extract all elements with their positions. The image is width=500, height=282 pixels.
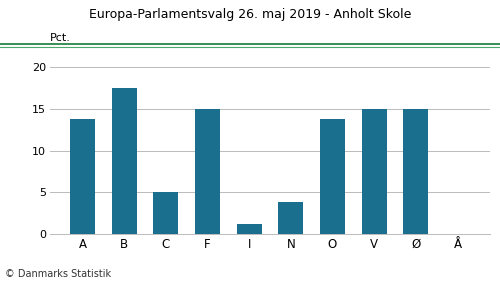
Text: © Danmarks Statistik: © Danmarks Statistik: [5, 269, 111, 279]
Bar: [404, 109, 428, 234]
Text: Europa-Parlamentsvalg 26. maj 2019 - Anholt Skole: Europa-Parlamentsvalg 26. maj 2019 - Anh…: [89, 8, 411, 21]
Bar: [278, 202, 303, 234]
Bar: [195, 109, 220, 234]
Bar: [154, 192, 178, 234]
Bar: [70, 119, 95, 234]
Bar: [112, 88, 136, 234]
Bar: [236, 224, 262, 234]
Bar: [362, 109, 386, 234]
Bar: [320, 119, 345, 234]
Text: Pct.: Pct.: [50, 34, 71, 43]
